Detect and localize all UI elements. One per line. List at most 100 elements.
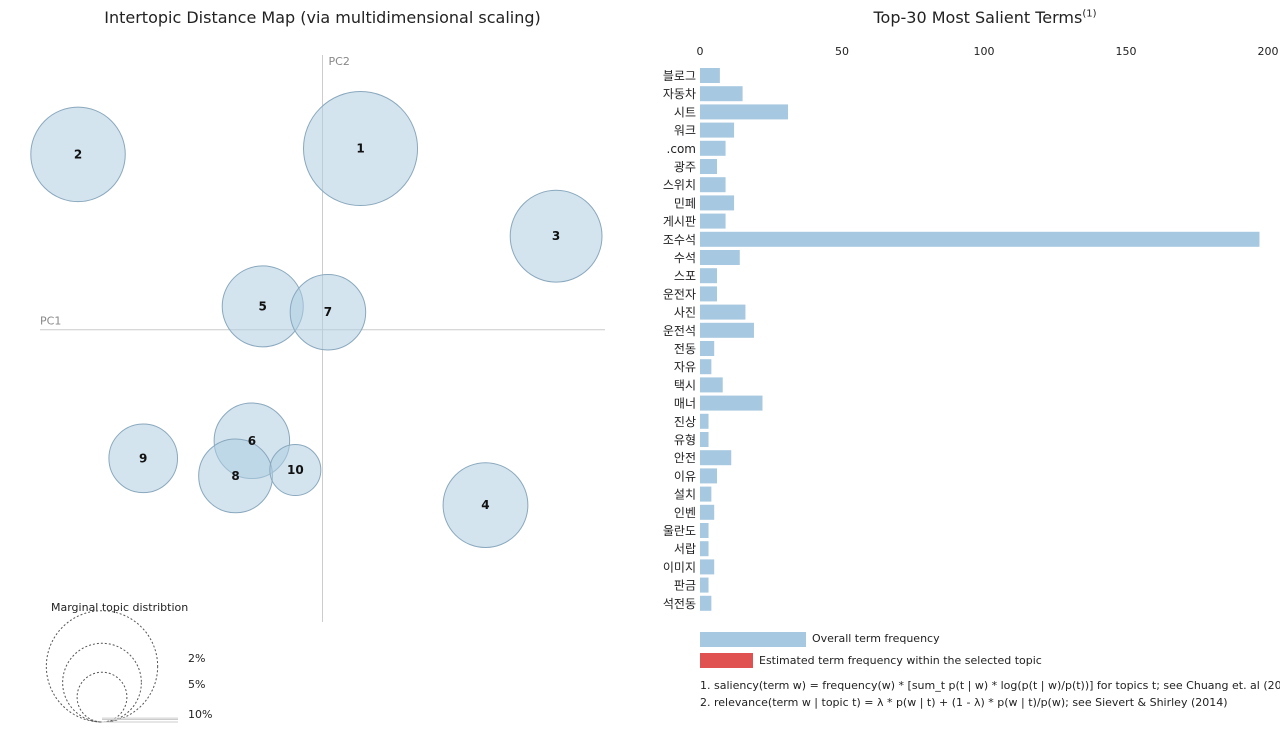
topic-circle-10	[269, 444, 322, 497]
bar-overall	[700, 377, 723, 393]
topic-label-6: 6	[248, 434, 256, 448]
bar-overall	[700, 450, 732, 466]
term-label: 게시판	[663, 215, 696, 229]
intertopic-map: PC1 PC2 1 2 3 4 5 6 7 8 9 10 Marginal topic distribt…	[30, 55, 605, 723]
topic-circle-7	[289, 273, 367, 351]
marginal-title: Marginal topic distribtion	[51, 601, 188, 614]
pc2-label: PC2	[329, 55, 350, 68]
term-label: 운전자	[663, 287, 696, 301]
bar-overall	[700, 595, 712, 611]
bar-overall	[700, 413, 709, 429]
bar-overall	[700, 268, 718, 284]
pc1-label: PC1	[40, 315, 61, 328]
bar-overall	[700, 122, 735, 138]
marginal-circle-5	[62, 642, 142, 723]
topic-label-4: 4	[481, 498, 489, 512]
marginal-label-10: 10%	[188, 708, 212, 721]
bar-overall	[700, 432, 709, 447]
bar-overall	[700, 468, 718, 484]
term-label: 전동	[674, 342, 696, 356]
topic-label-5: 5	[259, 299, 267, 313]
bar-overall	[700, 213, 726, 229]
x-tick-label: 50	[835, 45, 849, 58]
marginal-label-5: 5%	[188, 678, 205, 691]
bar-overall	[700, 231, 1260, 247]
term-label: 스포	[674, 269, 696, 283]
bar-overall	[700, 140, 726, 156]
term-label: 사진	[674, 306, 696, 320]
legend-overall-label: Overall term frequency	[812, 632, 940, 645]
term-label: 광주	[674, 160, 696, 174]
x-tick-label: 100	[974, 45, 995, 58]
bar-overall	[700, 177, 726, 193]
bar-overall	[700, 486, 712, 502]
marginal-label-2: 2%	[188, 652, 205, 665]
bar-overall	[700, 541, 709, 557]
term-label: 이유	[674, 469, 696, 483]
topic-circle-4	[442, 462, 529, 548]
bar-overall	[700, 68, 720, 83]
topic-circle-1	[302, 90, 419, 207]
legend-selected-label: Estimated term frequency within the sele…	[759, 654, 1042, 667]
term-label: 워크	[674, 124, 696, 138]
term-label: 민페	[674, 196, 696, 210]
x-tick-label: 200	[1258, 45, 1279, 58]
term-label: 설치	[674, 488, 696, 502]
term-label: 스위치	[663, 178, 696, 192]
term-label: 수석	[674, 251, 696, 265]
bar-overall	[700, 86, 743, 102]
topic-label-8: 8	[231, 469, 239, 483]
term-label: 인벤	[674, 506, 696, 520]
legend-selected-swatch	[700, 653, 753, 668]
term-label: 석전동	[663, 597, 696, 611]
term-label: 유형	[674, 433, 696, 447]
term-label: 시트	[674, 105, 696, 119]
bar-overall	[700, 322, 754, 338]
salient-terms-title-footnote: (1)	[1082, 8, 1097, 20]
term-label: 매너	[674, 397, 696, 411]
salient-terms-title-text: Top-30 Most Salient Terms	[873, 8, 1083, 27]
term-label: 운전석	[663, 324, 696, 338]
bar-overall	[700, 104, 789, 120]
topic-label-3: 3	[552, 229, 560, 243]
bar-overall	[700, 341, 715, 356]
bar-overall	[700, 559, 715, 575]
bar-overall	[700, 395, 763, 411]
topic-circle-2	[30, 106, 126, 203]
intertopic-map-title: Intertopic Distance Map (via multidimens…	[104, 8, 541, 27]
bar-overall	[700, 159, 718, 174]
footnote-saliency: 1. saliency(term w) = frequency(w) * [su…	[700, 679, 1280, 692]
term-label: 안전	[674, 451, 696, 465]
term-label: 조수석	[663, 233, 696, 247]
topic-label-1: 1	[356, 142, 364, 156]
term-label: 서랍	[674, 542, 696, 556]
topic-label-7: 7	[324, 305, 332, 319]
bar-overall	[700, 359, 712, 375]
term-label: .com	[667, 142, 696, 156]
term-label: 진상	[674, 415, 696, 429]
bar-overall	[700, 504, 715, 520]
bar-overall	[700, 577, 709, 593]
term-label: 자유	[674, 360, 696, 374]
x-tick-label: 0	[697, 45, 704, 58]
term-label: 울란도	[663, 524, 696, 538]
term-label: 이미지	[663, 560, 696, 574]
footnote-relevance: 2. relevance(term w | topic t) = λ * p(w…	[700, 696, 1228, 709]
bar-overall	[700, 304, 746, 320]
topic-circle-3	[509, 189, 603, 283]
bar-overall	[700, 523, 709, 538]
topic-label-9: 9	[139, 451, 147, 465]
bar-overall	[700, 195, 735, 211]
footnotes: 1. saliency(term w) = frequency(w) * [su…	[700, 677, 1280, 711]
term-label: 블로그	[663, 69, 696, 83]
x-tick-label: 150	[1116, 45, 1137, 58]
term-label: 판금	[674, 579, 696, 593]
topic-label-2: 2	[74, 147, 82, 161]
bar-overall	[700, 250, 740, 265]
bar-overall	[700, 286, 718, 302]
topic-label-10: 10	[287, 463, 304, 477]
term-label: 택시	[674, 378, 696, 392]
term-label: 자동차	[663, 87, 696, 101]
